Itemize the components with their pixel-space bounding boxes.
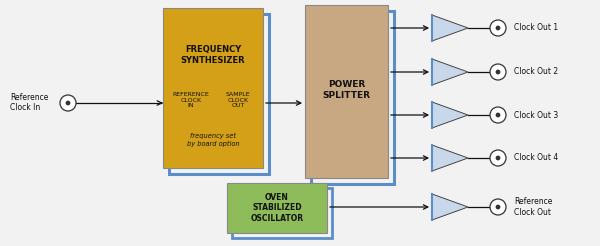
Text: FREQUENCY
SYNTHESIZER: FREQUENCY SYNTHESIZER [181,45,245,65]
Circle shape [490,199,506,215]
Polygon shape [432,102,468,128]
Circle shape [496,70,500,74]
Text: Reference
Clock Out: Reference Clock Out [514,197,553,217]
Text: REFERENCE
CLOCK
IN: REFERENCE CLOCK IN [173,92,209,108]
Circle shape [490,150,506,166]
Text: Clock In: Clock In [10,104,40,112]
Circle shape [490,107,506,123]
Text: OVEN
STABILIZED
OSCILLATOR: OVEN STABILIZED OSCILLATOR [250,193,304,223]
Circle shape [490,64,506,80]
Circle shape [496,156,500,160]
Text: POWER
SPLITTER: POWER SPLITTER [323,80,371,100]
Circle shape [496,113,500,117]
Bar [232,188,332,238]
Polygon shape [432,194,468,220]
Text: Clock Out 2: Clock Out 2 [514,67,558,77]
Circle shape [496,205,500,209]
Bar [305,5,388,178]
Bar [311,11,394,184]
Circle shape [490,20,506,36]
Text: Clock Out 3: Clock Out 3 [514,110,558,120]
Text: Clock Out 1: Clock Out 1 [514,24,558,32]
Text: Reference: Reference [10,92,49,102]
Polygon shape [432,145,468,171]
Polygon shape [432,59,468,85]
Text: SAMPLE
CLOCK
OUT: SAMPLE CLOCK OUT [226,92,250,108]
Bar [227,183,327,233]
Circle shape [65,101,70,105]
Text: frequency set
by board option: frequency set by board option [187,133,239,147]
Text: Clock Out 4: Clock Out 4 [514,154,558,163]
Circle shape [60,95,76,111]
Bar [163,8,263,168]
Circle shape [496,26,500,31]
Bar [169,14,269,174]
Polygon shape [432,15,468,41]
